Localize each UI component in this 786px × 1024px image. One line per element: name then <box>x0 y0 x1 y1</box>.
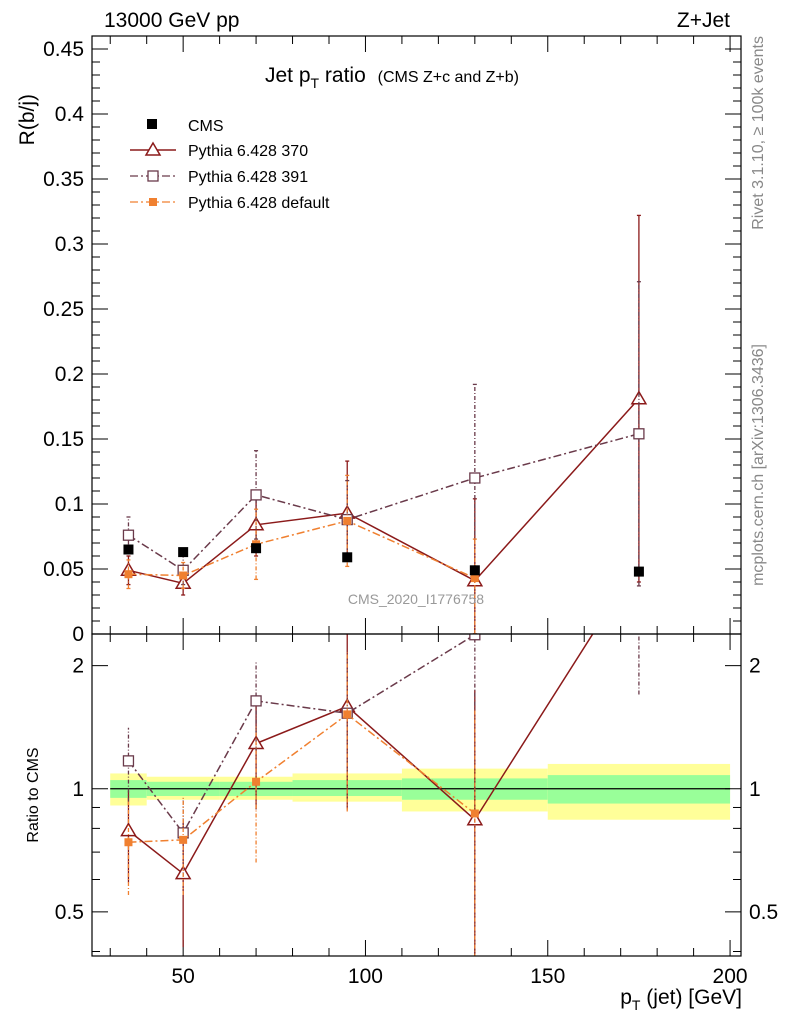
main-y-tick-label: 0 <box>72 623 84 646</box>
main-y-tick-label: 0.15 <box>43 428 84 451</box>
main-marker-square-filled <box>343 516 352 525</box>
legend-label-pythia-370: Pythia 6.428 370 <box>188 143 308 160</box>
rivet-label: Rivet 3.1.10, ≥ 100k events <box>750 36 767 230</box>
main-title: Jet pT ratio (CMS Z+c and Z+b) <box>265 64 519 91</box>
ratio-marker-square-filled <box>124 838 133 847</box>
ratio-series <box>120 634 640 956</box>
legend-marker-pythia-391 <box>147 170 159 182</box>
ratio-marker-square-filled <box>179 835 188 844</box>
main-title-small: (CMS Z+c and Z+b) <box>378 69 519 86</box>
legend: CMS Pythia 6.428 370 Pythia 6.428 391 Py… <box>130 118 330 212</box>
main-title-tail: ratio <box>319 64 366 87</box>
x-tick-label: 150 <box>530 965 565 988</box>
ratio-marker-square-open <box>469 634 481 641</box>
main-axis-ticks: 0 0.05 0.1 0.15 0.2 0.25 0.3 0.35 0.4 0.45 <box>43 36 741 646</box>
legend-label-cms: CMS <box>188 118 224 135</box>
ratio-y-tick-label-right: 0.5 <box>749 901 778 924</box>
legend-label-pythia-391: Pythia 6.428 391 <box>188 169 308 186</box>
legend-marker-pythia-default <box>149 198 157 206</box>
ratio-y-tick-label-left: 1 <box>72 778 84 801</box>
ratio-marker-square-filled <box>343 710 352 719</box>
x-axis-label-main: p <box>620 986 632 1009</box>
main-marker-square-filled <box>124 570 133 579</box>
main-marker-cms <box>178 547 189 558</box>
main-y-tick-label: 0.45 <box>43 38 84 61</box>
main-marker-cms <box>633 566 644 577</box>
x-axis-label-subscript: T <box>632 997 641 1013</box>
main-series-cms <box>123 543 644 577</box>
main-y-tick-label: 0.4 <box>55 103 85 126</box>
ratio-series-pythia-6-428-391 <box>122 634 640 956</box>
main-series-line <box>128 398 640 585</box>
legend-item-cms: CMS <box>147 118 224 135</box>
header-right-label: Z+Jet <box>677 9 730 32</box>
ratio-series-pythia-6-428-370 <box>120 634 594 956</box>
legend-marker-pythia-370 <box>144 141 162 156</box>
ratio-uncertainty-bands <box>110 763 731 820</box>
legend-marker-cms <box>147 119 157 129</box>
ratio-series-line <box>127 634 594 875</box>
ratio-y-tick-label-right: 1 <box>749 778 761 801</box>
ratio-y-axis-label: Ratio to CMS <box>25 747 42 842</box>
main-series <box>120 214 648 635</box>
legend-item-pythia-default: Pythia 6.428 default <box>130 195 330 212</box>
ratio-panel: 0.5 0.5 1 1 2 2 50 100 150 200 Ratio to CMS pT (j… <box>25 633 778 1013</box>
ratio-frame <box>91 633 742 957</box>
mcplots-label: mcplots.cern.ch [arXiv:1306.3436] <box>750 344 767 586</box>
ratio-series-clip-group <box>120 634 640 956</box>
main-marker-square-open <box>122 529 135 541</box>
main-marker-cms <box>123 544 134 555</box>
ratio-series-pythia-6-428-default <box>124 651 479 956</box>
x-tick-label: 100 <box>348 965 383 988</box>
main-marker-square-open <box>250 489 262 501</box>
ratio-marker-square-filled <box>252 777 261 786</box>
ratio-series-line <box>127 634 480 835</box>
main-y-tick-label: 0.35 <box>43 168 84 191</box>
main-series-pythia-6-428-391 <box>122 281 645 635</box>
main-marker-cms <box>251 543 262 554</box>
ratio-marker-square-open <box>122 755 135 767</box>
main-marker-square-open <box>633 428 645 440</box>
x-axis-label: pT (jet) [GeV] <box>620 986 742 1013</box>
x-tick-label: 200 <box>713 965 748 988</box>
main-marker-square-filled <box>470 574 479 583</box>
x-tick-label: 50 <box>171 965 194 988</box>
ratio-marker-square-open <box>250 695 262 707</box>
ratio-axis-ticks: 0.5 0.5 1 1 2 2 50 100 150 200 <box>55 634 778 988</box>
ratio-marker-square-filled <box>470 809 479 818</box>
main-title-text: Jet p <box>265 64 311 87</box>
analysis-watermark: CMS_2020_I1776758 <box>348 591 484 607</box>
x-axis-label-tail: (jet) [GeV] <box>640 986 742 1009</box>
legend-item-pythia-391: Pythia 6.428 391 <box>130 169 308 186</box>
legend-item-pythia-370: Pythia 6.428 370 <box>130 141 308 160</box>
main-y-tick-label: 0.1 <box>55 493 84 516</box>
header-left-label: 13000 GeV pp <box>104 9 239 32</box>
legend-label-pythia-default: Pythia 6.428 default <box>188 195 330 212</box>
main-marker-square-open <box>469 472 481 484</box>
main-marker-cms <box>342 552 353 563</box>
main-series-pythia-6-428-370 <box>120 214 648 635</box>
main-title-subscript: T <box>311 75 320 91</box>
main-marker-cms <box>469 565 480 576</box>
main-marker-square-filled <box>179 571 188 580</box>
ratio-y-tick-label-right: 2 <box>749 655 761 678</box>
main-y-axis-label: R(b/j) <box>16 94 39 145</box>
main-y-tick-label: 0.3 <box>55 233 84 256</box>
main-panel: 0 0.05 0.1 0.15 0.2 0.25 0.3 0.35 0.4 0.45 Jet pT… <box>16 35 742 646</box>
ratio-y-tick-label-left: 0.5 <box>55 901 84 924</box>
main-y-tick-label: 0.05 <box>43 558 84 581</box>
ratio-y-tick-label-left: 2 <box>72 655 84 678</box>
main-series-line <box>128 433 640 572</box>
main-y-tick-label: 0.25 <box>43 298 84 321</box>
main-y-tick-label: 0.2 <box>55 363 84 386</box>
